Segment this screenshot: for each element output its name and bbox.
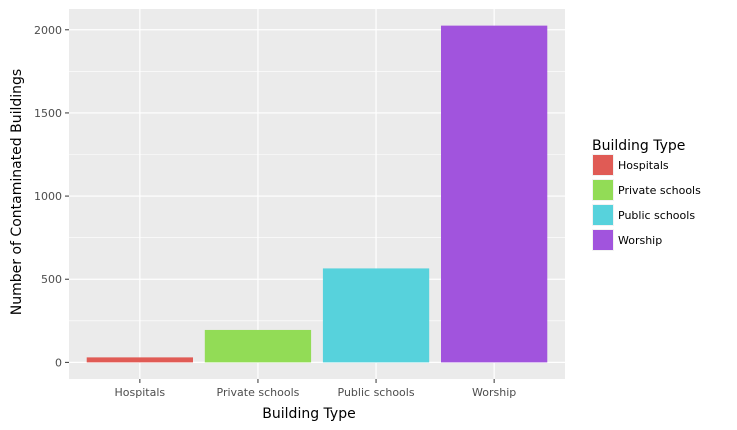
x-axis-ticks: Hospitals Private schools Public schools Wo… xyxy=(115,379,516,399)
bars-group xyxy=(86,25,548,363)
y-tick-label: 1500 xyxy=(34,107,62,120)
legend-label: Public schools xyxy=(618,209,695,222)
legend-label: Worship xyxy=(618,234,662,247)
legend-swatch xyxy=(593,180,613,200)
x-axis-title: Building Type xyxy=(262,406,355,422)
legend: Building Type Hospitals Private schools Pu… xyxy=(592,138,701,251)
y-tick-label: 0 xyxy=(55,356,62,369)
legend-swatch xyxy=(593,230,613,250)
legend-swatch xyxy=(593,155,613,175)
y-axis-title: Number of Contaminated Buildings xyxy=(9,69,25,315)
y-tick-label: 500 xyxy=(41,273,62,286)
bar-public-schools xyxy=(322,268,430,363)
x-tick-label: Hospitals xyxy=(115,386,166,399)
legend-title: Building Type xyxy=(592,138,685,154)
legend-label: Hospitals xyxy=(618,159,669,172)
x-tick-label: Worship xyxy=(472,386,516,399)
x-tick-label: Private schools xyxy=(217,386,300,399)
y-tick-label: 1000 xyxy=(34,190,62,203)
bar-hospitals xyxy=(86,357,193,363)
bar-private-schools xyxy=(204,329,312,363)
bar-worship xyxy=(441,25,548,363)
x-tick-label: Public schools xyxy=(338,386,415,399)
legend-swatch xyxy=(593,205,613,225)
legend-label: Private schools xyxy=(618,184,701,197)
y-axis-ticks: 0 500 1000 1500 2000 xyxy=(34,24,69,369)
y-tick-label: 2000 xyxy=(34,24,62,37)
